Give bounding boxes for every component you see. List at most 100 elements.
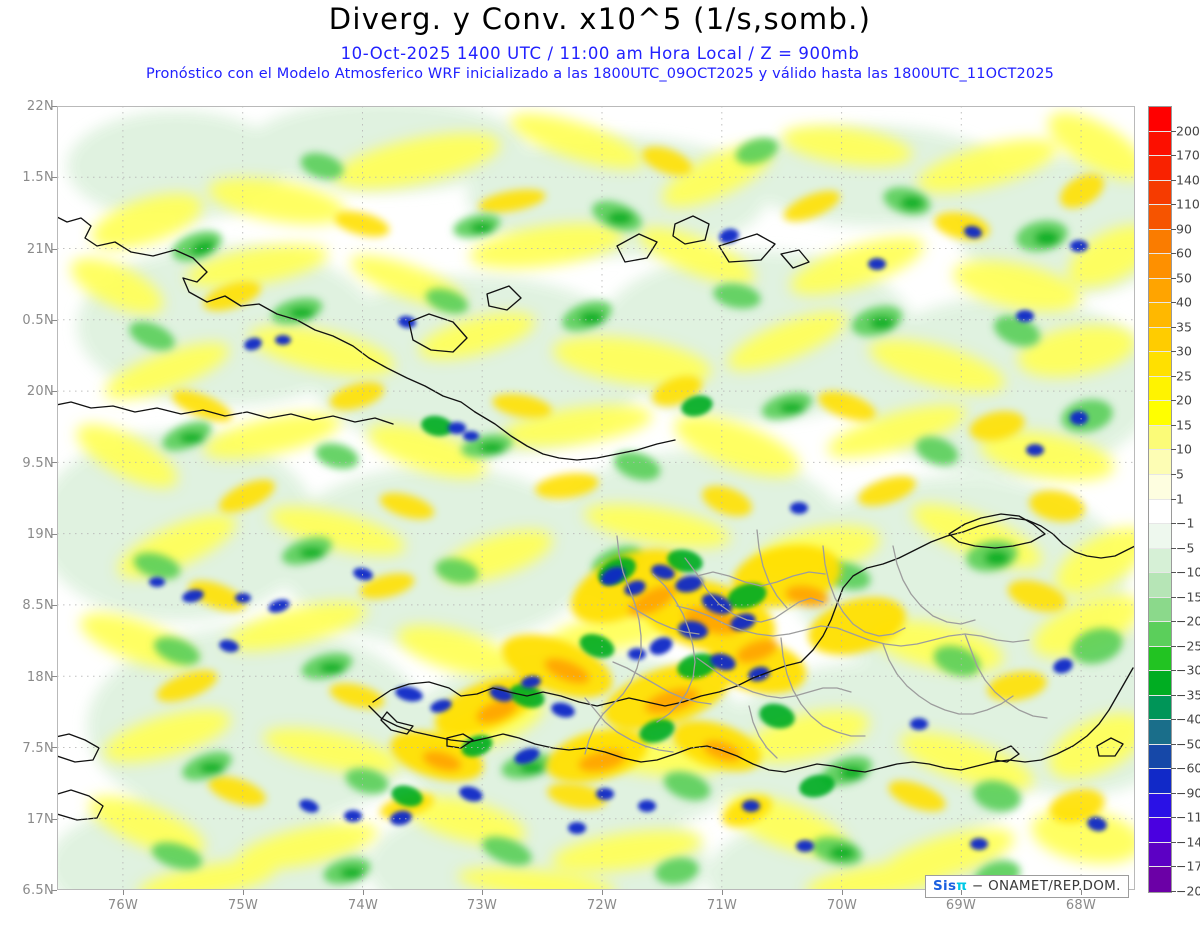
colorbar-cell <box>1149 352 1171 377</box>
lat-label-20N: 20N <box>26 384 54 399</box>
colorbar-tick <box>1171 670 1176 672</box>
colorbar-label: 140 <box>1176 172 1200 188</box>
colorbar-tick <box>1171 449 1176 451</box>
colorbar-tick <box>1171 547 1176 549</box>
colorbar[interactable] <box>1148 106 1172 893</box>
lon-label-68W: 68W <box>1065 898 1097 913</box>
colorbar-cell <box>1149 205 1171 230</box>
lon-label-71W: 71W <box>706 898 738 913</box>
lat-label-215N: 1.5N <box>22 170 54 185</box>
colorbar-label: −5 <box>1176 540 1195 556</box>
colorbar-cell <box>1149 401 1171 426</box>
lon-label-69W: 69W <box>945 898 977 913</box>
lat-tick <box>52 676 57 678</box>
colorbar-label: 60 <box>1176 245 1192 261</box>
colorbar-label: −30 <box>1176 662 1200 678</box>
subtitle-time: 10-Oct-2025 1400 UTC / 11:00 am Hora Loc… <box>340 44 860 63</box>
brand-name: Sis <box>933 878 957 894</box>
colorbar-tick <box>1171 572 1176 574</box>
lat-label-17N: 17N <box>26 812 54 827</box>
colorbar-label: 30 <box>1176 343 1192 359</box>
lat-label-205N: 0.5N <box>22 313 54 328</box>
lon-tick <box>602 890 603 895</box>
colorbar-tick <box>1171 155 1176 157</box>
colorbar-tick <box>1171 523 1176 525</box>
lon-tick <box>1081 890 1082 895</box>
colorbar-tick <box>1171 424 1176 426</box>
lat-label-22N: 22N <box>26 99 54 114</box>
organization-name: − ONAMET/REP.DOM. <box>971 878 1121 894</box>
colorbar-cell <box>1149 720 1171 745</box>
colorbar-label: 25 <box>1176 368 1192 384</box>
colorbar-cell <box>1149 278 1171 304</box>
colorbar-tick <box>1171 498 1176 500</box>
colorbar-cell <box>1149 548 1171 574</box>
colorbar-tick <box>1171 179 1176 181</box>
colorbar-label: 170 <box>1176 147 1200 163</box>
lon-tick <box>243 890 244 895</box>
divergence-field-svg <box>57 106 1135 890</box>
lat-tick <box>52 747 57 749</box>
colorbar-label: −170 <box>1176 858 1200 874</box>
lon-label-73W: 73W <box>466 898 498 913</box>
colorbar-label: −15 <box>1176 589 1200 605</box>
attribution-badge: Sisπ − ONAMET/REP.DOM. <box>925 875 1129 898</box>
colorbar-cell <box>1149 622 1171 647</box>
colorbar-cell <box>1149 671 1171 696</box>
lon-tick <box>842 890 843 895</box>
lat-label-185N: 8.5N <box>22 598 54 613</box>
lon-label-74W: 74W <box>347 898 379 913</box>
colorbar-tick <box>1171 645 1176 647</box>
colorbar-cell <box>1149 842 1171 868</box>
lat-tick <box>52 890 57 891</box>
colorbar-label: −60 <box>1176 760 1200 776</box>
colorbar-cell <box>1149 867 1171 892</box>
lat-label-18N: 18N <box>26 670 54 685</box>
lat-label-165N: 6.5N <box>22 883 54 898</box>
map-canvas[interactable] <box>57 106 1135 890</box>
lon-label-75W: 75W <box>227 898 259 913</box>
colorbar-tick <box>1171 204 1176 206</box>
colorbar-label: −40 <box>1176 711 1200 727</box>
colorbar-cell <box>1149 744 1171 770</box>
lat-tick <box>52 106 57 107</box>
brand-pi-icon: π <box>956 878 968 894</box>
colorbar-label: 110 <box>1176 196 1200 212</box>
colorbar-label: 200 <box>1176 123 1200 139</box>
colorbar-tick <box>1171 473 1176 475</box>
colorbar-label: 5 <box>1176 466 1184 482</box>
page-title: Diverg. y Conv. x10^5 (1/s,somb.) <box>328 2 872 36</box>
colorbar-label: −110 <box>1176 809 1200 825</box>
colorbar-label: −1 <box>1176 515 1195 531</box>
colorbar-cell <box>1149 131 1171 157</box>
colorbar-tick <box>1171 596 1176 598</box>
colorbar-cell <box>1149 793 1171 819</box>
chart-header: Diverg. y Conv. x10^5 (1/s,somb.) 10-Oct… <box>0 0 1200 96</box>
colorbar-label: 40 <box>1176 294 1192 310</box>
colorbar-cell <box>1149 450 1171 475</box>
lat-label-21N: 21N <box>26 242 54 257</box>
colorbar-tick <box>1171 866 1176 868</box>
colorbar-label: 1 <box>1176 491 1184 506</box>
colorbar-cell <box>1149 229 1171 255</box>
colorbar-tick <box>1171 891 1176 892</box>
lat-tick <box>52 248 57 250</box>
colorbar-tick <box>1171 375 1176 377</box>
colorbar-label: −25 <box>1176 638 1200 654</box>
map-panel[interactable] <box>57 106 1135 890</box>
lon-tick <box>961 890 962 895</box>
colorbar-tick <box>1171 743 1176 745</box>
colorbar-label: 50 <box>1176 270 1192 286</box>
lat-label-19N: 19N <box>26 527 54 542</box>
colorbar-cell <box>1149 303 1171 328</box>
colorbar-tick <box>1171 277 1176 279</box>
colorbar-tick <box>1171 228 1176 230</box>
colorbar-tick <box>1171 768 1176 770</box>
lat-tick <box>52 533 57 535</box>
lat-tick <box>52 818 57 820</box>
colorbar-label: −50 <box>1176 736 1200 752</box>
colorbar-tick <box>1171 694 1176 696</box>
lon-tick <box>123 890 124 895</box>
colorbar-tick <box>1171 792 1176 794</box>
lat-tick <box>52 462 57 464</box>
